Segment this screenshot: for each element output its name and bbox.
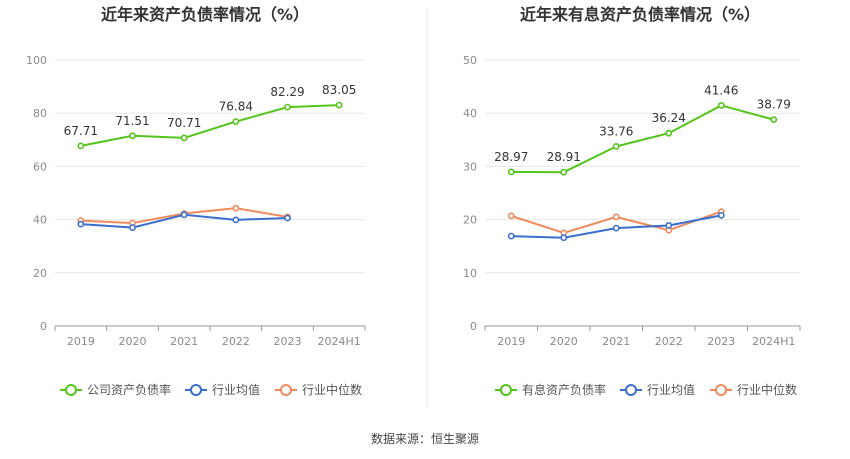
x-tick-label: 2021 — [170, 335, 198, 348]
data-label: 41.46 — [704, 83, 738, 97]
y-tick-label: 60 — [33, 160, 47, 173]
data-point — [77, 220, 85, 228]
x-tick-label: 2022 — [655, 335, 683, 348]
data-point — [284, 214, 291, 222]
legend-label: 公司资产负债率 — [87, 382, 171, 397]
chart-title: 近年来资产负债率情况（%） — [101, 5, 309, 24]
legend-item-2[interactable]: 行业均值 — [620, 382, 695, 397]
y-tick-label: 0 — [40, 320, 47, 333]
legend-swatch-marker — [280, 384, 292, 396]
y-tick-label: 10 — [463, 267, 477, 280]
data-point — [717, 211, 725, 219]
data-point — [507, 232, 515, 240]
data-label: 67.71 — [64, 124, 98, 138]
chart-title: 近年来有息资产负债率情况（%） — [520, 5, 760, 24]
data-label: 28.91 — [547, 150, 581, 164]
data-point — [77, 142, 85, 150]
x-tick-label: 2024H1 — [318, 335, 361, 348]
y-tick-label: 80 — [33, 107, 47, 120]
legend-item-3[interactable]: 行业中位数 — [710, 382, 797, 397]
legend-swatch-marker — [715, 384, 727, 396]
legend-label: 有息资产负债率 — [522, 382, 606, 397]
data-point — [612, 213, 620, 221]
x-tick-label: 2022 — [222, 335, 250, 348]
y-tick-label: 50 — [463, 54, 477, 67]
y-tick-label: 0 — [470, 320, 477, 333]
data-label: 71.51 — [115, 114, 149, 128]
data-point — [770, 116, 778, 124]
data-point — [665, 222, 673, 229]
data-point — [560, 234, 568, 242]
legend-item-1[interactable]: 公司资产负债率 — [60, 382, 171, 397]
data-point — [180, 134, 188, 142]
series-line-1 — [511, 104, 775, 174]
data-label: 83.05 — [322, 83, 356, 97]
data-label: 82.29 — [270, 85, 304, 99]
legend-swatch-marker — [625, 384, 637, 396]
x-tick-label: 2024H1 — [752, 335, 795, 348]
data-label: 38.79 — [757, 98, 791, 112]
source-note: 数据来源：恒生聚源 — [371, 431, 479, 446]
legend-swatch-marker — [65, 384, 77, 396]
x-tick-label: 2023 — [707, 335, 735, 348]
x-tick-label: 2020 — [550, 335, 578, 348]
legend-label: 行业均值 — [212, 382, 260, 397]
data-point — [129, 224, 136, 231]
y-tick-label: 20 — [33, 267, 47, 280]
data-point — [335, 101, 343, 109]
data-label: 70.71 — [167, 116, 201, 130]
data-label: 28.97 — [494, 150, 528, 164]
legend-swatch-marker — [500, 384, 512, 396]
chart-panel-2: 近年来有息资产负债率情况（%） 0 10 20 30 40 50 2019 2020 2021 20… — [463, 5, 801, 397]
data-point — [180, 211, 188, 219]
legend-item-1[interactable]: 有息资产负债率 — [495, 382, 606, 397]
legend-label: 行业中位数 — [737, 382, 797, 397]
legend-swatch-marker — [190, 384, 202, 396]
data-label: 36.24 — [652, 111, 686, 125]
data-label: 76.84 — [219, 100, 253, 114]
data-point — [665, 129, 673, 137]
data-point — [717, 102, 725, 109]
data-point — [507, 168, 515, 176]
series-line-1 — [80, 104, 340, 147]
data-point — [507, 212, 515, 220]
data-point — [560, 168, 568, 176]
data-point — [232, 204, 240, 212]
data-point — [232, 118, 240, 126]
data-point — [612, 224, 620, 232]
legend-label: 行业中位数 — [302, 382, 362, 397]
y-tick-label: 40 — [463, 107, 477, 120]
y-tick-label: 100 — [26, 54, 47, 67]
legend-item-2[interactable]: 行业均值 — [185, 382, 260, 397]
y-tick-label: 20 — [463, 214, 477, 227]
x-tick-label: 2019 — [497, 335, 525, 348]
x-tick-label: 2023 — [274, 335, 302, 348]
legend-label: 行业均值 — [647, 382, 695, 397]
legend-item-3[interactable]: 行业中位数 — [275, 382, 362, 397]
x-tick-label: 2021 — [602, 335, 630, 348]
y-tick-label: 30 — [463, 160, 477, 173]
data-point — [232, 216, 240, 224]
y-tick-label: 40 — [33, 214, 47, 227]
data-point — [612, 142, 620, 150]
x-tick-label: 2020 — [119, 335, 147, 348]
x-tick-label: 2019 — [67, 335, 95, 348]
data-label: 33.76 — [599, 124, 633, 138]
chart-panel-1: 近年来资产负债率情况（%） 0 20 40 60 80 100 2019 2020 2021 202… — [26, 5, 366, 397]
data-point — [284, 103, 291, 111]
data-point — [129, 132, 136, 140]
